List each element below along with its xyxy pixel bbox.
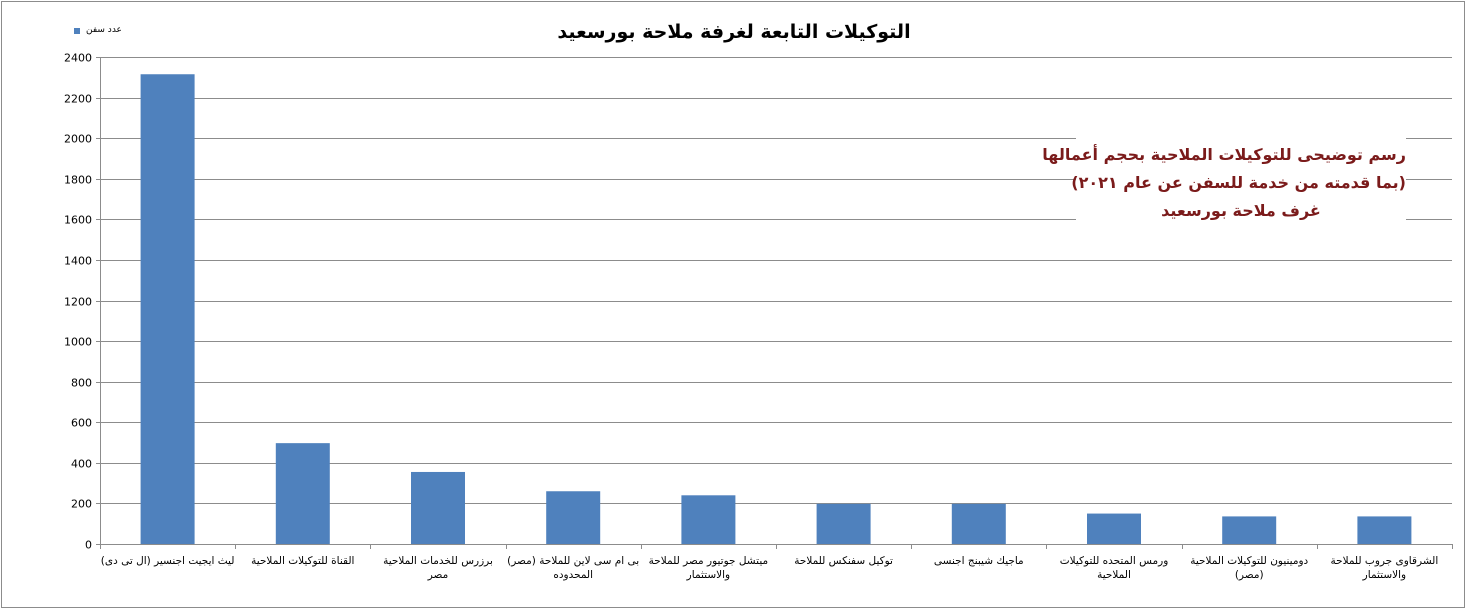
x-tick-label: ميتشل جوتيور مصر للملاحة: [649, 555, 768, 567]
x-tick-label: ليث ايجيت اجنسير (ال تى دى): [101, 555, 235, 567]
bar: [1222, 516, 1277, 544]
bars: [140, 74, 1412, 544]
y-tick-label: 1600: [64, 214, 92, 227]
x-tick-label: مصر: [427, 569, 449, 581]
x-tick-label: ورمس المتحده للتوكيلات: [1060, 555, 1169, 567]
y-tick-label: 1000: [64, 336, 92, 349]
x-tick-label: ماجيك شيبنج اجنسى: [934, 555, 1024, 567]
x-tick-label: بى ام سى لاين للملاحة (مصر): [507, 555, 639, 567]
y-tick-label: 200: [71, 498, 92, 511]
y-tick-label: 400: [71, 458, 92, 471]
bar: [1357, 516, 1412, 544]
y-tick-label: 2000: [64, 133, 92, 146]
bar: [951, 503, 1006, 544]
bar: [275, 443, 330, 544]
annotation-line-2: (بما قدمته من خدمة للسفن عن عام ٢٠٢١): [1071, 173, 1406, 192]
x-tick-label: برزرس للخدمات الملاحية: [383, 555, 493, 567]
annotation-line-1: رسم توضيحى للتوكيلات الملاحية بحجم أعمال…: [1042, 145, 1406, 164]
legend-label: عدد سفن: [86, 25, 122, 35]
bar: [546, 491, 601, 544]
annotation-box: رسم توضيحى للتوكيلات الملاحية بحجم أعمال…: [1042, 134, 1406, 231]
x-tick-labels: ليث ايجيت اجنسير (ال تى دى) القناة للتوكي…: [101, 555, 1439, 581]
y-tick-label: 600: [71, 417, 92, 430]
bar: [140, 74, 195, 544]
x-tick-label: القناة للتوكيلات الملاحية: [251, 555, 354, 567]
gridlines: [100, 57, 1452, 504]
annotation-line-3: غرف ملاحة بورسعيد: [1161, 201, 1321, 220]
x-tick-label: المحدوده: [553, 569, 593, 581]
chart-title: التوكيلات التابعة لغرفة ملاحة بورسعيد: [557, 21, 911, 43]
x-tick-label: الملاحية: [1097, 569, 1131, 581]
bar: [411, 471, 465, 544]
x-tick-label: (مصر): [1235, 569, 1264, 581]
y-axis: 0 200 400 600 800 1000 1200 1400 1600 1800 2000 220…: [64, 52, 101, 552]
bar: [1087, 513, 1141, 544]
y-tick-label: 2200: [64, 93, 92, 106]
x-tick-label: والاستثمار: [686, 569, 730, 581]
y-tick-label: 800: [71, 377, 92, 390]
x-tick-label: دومينيون للتوكيلات الملاحية: [1190, 555, 1308, 567]
x-tick-label: الشرقاوى جروب للملاحة: [1330, 555, 1438, 567]
x-axis: [100, 544, 1453, 549]
y-tick-label: 1200: [64, 296, 92, 309]
bar: [681, 495, 736, 544]
x-tick-label: والاستثمار: [1362, 569, 1406, 581]
y-tick-label: 2400: [64, 52, 92, 65]
y-tick-label: 1800: [64, 174, 92, 187]
y-tick-label: 0: [85, 539, 92, 552]
legend-swatch: [74, 28, 80, 34]
y-tick-label: 1400: [64, 255, 92, 268]
bar: [816, 503, 871, 544]
x-tick-label: توكيل سفنكس للملاحة: [794, 555, 893, 567]
